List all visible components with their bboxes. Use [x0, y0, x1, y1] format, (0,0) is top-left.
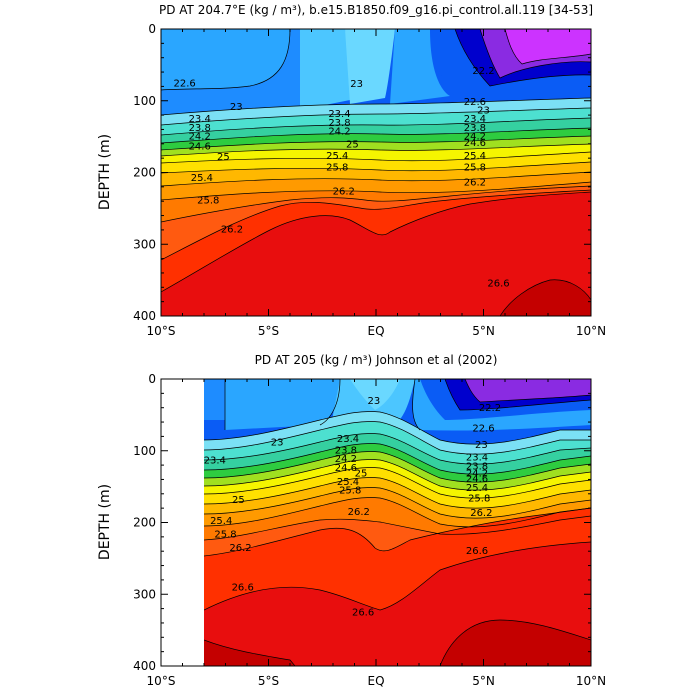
bottom-contour-label: 26.6 [352, 608, 374, 619]
top-y-tick-label: 300 [133, 237, 156, 251]
bottom-contour-label: 25 [232, 495, 245, 506]
top-x-tick-label: 10°S [147, 324, 176, 338]
bottom-axes: 10°S 5°S EQ 5°N 10°N 0 100 200 300 400 [133, 372, 606, 688]
bottom-contour-fill [204, 379, 591, 666]
top-contour-label: 23 [477, 106, 490, 117]
top-y-axis-label: DEPTH (m) [97, 134, 113, 210]
top-contour-label: 23.4 [464, 114, 486, 125]
top-x-tick-label: 5°S [258, 324, 279, 338]
bottom-contour-label: 22.2 [479, 403, 501, 414]
top-contour-label: 22.6 [464, 97, 486, 108]
bottom-contour-label: 24.6 [335, 463, 357, 474]
top-x-tick-label: EQ [367, 324, 384, 338]
top-contour-label: 26.2 [464, 177, 486, 188]
top-contour-label: 25.8 [197, 195, 219, 206]
top-contour-label: 26.2 [333, 187, 355, 198]
bottom-contour-label: 26.6 [232, 583, 254, 594]
bottom-contour-label: 25.8 [214, 529, 236, 540]
top-contour-label: 24.2 [189, 131, 211, 142]
top-contour-label: 25.8 [326, 162, 348, 173]
top-contour-label: 22.2 [472, 66, 494, 77]
bottom-contour-label: 25.4 [337, 477, 359, 488]
top-contour-label: 25.4 [326, 151, 348, 162]
bottom-contour-label: 24.2 [335, 454, 357, 465]
top-contour-label: 25.4 [464, 151, 486, 162]
bottom-contour-label: 23.8 [466, 461, 488, 472]
bottom-contour-label: 23.4 [204, 456, 226, 467]
bottom-contour-label: 23 [367, 396, 380, 407]
bottom-contour-labels: 2323.42525.425.826.226.626.62323.423.824… [204, 396, 501, 619]
top-contour-label: 23.8 [328, 118, 350, 129]
bottom-contour-label: 26.2 [470, 508, 492, 519]
bottom-contour-label: 26.2 [229, 543, 251, 554]
bottom-y-tick-label: 300 [133, 587, 156, 601]
top-y-tick-label: 0 [148, 22, 156, 36]
bottom-contour-label: 26.6 [466, 546, 488, 557]
top-contour-label: 25.4 [191, 173, 213, 184]
bottom-chart-title: PD AT 205 (kg / m³) Johnson et al (2002) [255, 353, 498, 367]
bottom-contour-label: 25.8 [339, 486, 361, 497]
bottom-contour-label: 26.2 [348, 507, 370, 518]
top-contour-label: 23.8 [464, 123, 486, 134]
top-contour-label: 25 [217, 152, 230, 163]
bottom-y-tick-label: 200 [133, 516, 156, 530]
top-contour-label: 26.2 [221, 225, 243, 236]
bottom-contour-label: 23 [475, 440, 488, 451]
bottom-panel: PD AT 205 (kg / m³) Johnson et al (2002) [97, 353, 606, 688]
top-contour-label: 24.2 [464, 131, 486, 142]
top-contour-label: 25 [346, 139, 359, 150]
bottom-contour-label: 23.4 [337, 434, 359, 445]
top-contour-label: 23.8 [189, 123, 211, 134]
bottom-contour-label: 22.6 [472, 423, 494, 434]
top-y-tick-label: 200 [133, 166, 156, 180]
bottom-x-tick-label: 5°N [472, 674, 495, 688]
bottom-x-tick-label: 5°S [258, 674, 279, 688]
top-contour-label: 23 [350, 79, 363, 90]
top-x-tick-label: 5°N [472, 324, 495, 338]
bottom-x-tick-label: EQ [367, 674, 384, 688]
top-x-tick-label: 10°N [576, 324, 606, 338]
bottom-y-tick-label: 400 [133, 659, 156, 673]
bottom-contour-label: 25.8 [468, 494, 490, 505]
bottom-y-tick-label: 100 [133, 444, 156, 458]
bottom-y-axis-label: DEPTH (m) [97, 484, 113, 560]
top-contour-label: 24.6 [464, 138, 486, 149]
top-y-tick-label: 100 [133, 94, 156, 108]
top-contour-fill [161, 29, 591, 316]
bottom-contour-label: 24.2 [466, 468, 488, 479]
top-contour-label: 23 [230, 102, 243, 113]
bottom-x-tick-label: 10°S [147, 674, 176, 688]
top-contour-labels: 22.62323.423.824.224.62525.425.826.22323… [174, 66, 510, 289]
top-y-tick-label: 400 [133, 309, 156, 323]
top-contour-label: 26.6 [487, 278, 509, 289]
top-chart-title: PD AT 204.7°E (kg / m³), b.e15.B1850.f09… [159, 3, 593, 17]
top-contour-label: 23.4 [189, 114, 211, 125]
top-contour-label: 24.2 [328, 126, 350, 137]
top-contour-label: 22.6 [174, 78, 196, 89]
bottom-contour-label: 25.4 [210, 516, 232, 527]
bottom-contour-label: 23 [271, 438, 284, 449]
bottom-contour-label: 25.4 [466, 483, 488, 494]
bottom-contour-label: 24.6 [466, 474, 488, 485]
top-contour-label: 24.6 [189, 141, 211, 152]
bottom-y-tick-label: 0 [148, 372, 156, 386]
top-panel: PD AT 204.7°E (kg / m³), b.e15.B1850.f09… [97, 3, 606, 338]
top-axes: 10°S 5°S EQ 5°N 10°N 0 100 200 300 400 [133, 22, 606, 338]
bottom-contour-label: 23.4 [466, 453, 488, 464]
top-contour-label: 23.4 [328, 109, 350, 120]
top-contour-label: 25.8 [464, 162, 486, 173]
bottom-contour-label: 25 [355, 468, 368, 479]
bottom-x-tick-label: 10°N [576, 674, 606, 688]
bottom-contour-label: 23.8 [335, 446, 357, 457]
